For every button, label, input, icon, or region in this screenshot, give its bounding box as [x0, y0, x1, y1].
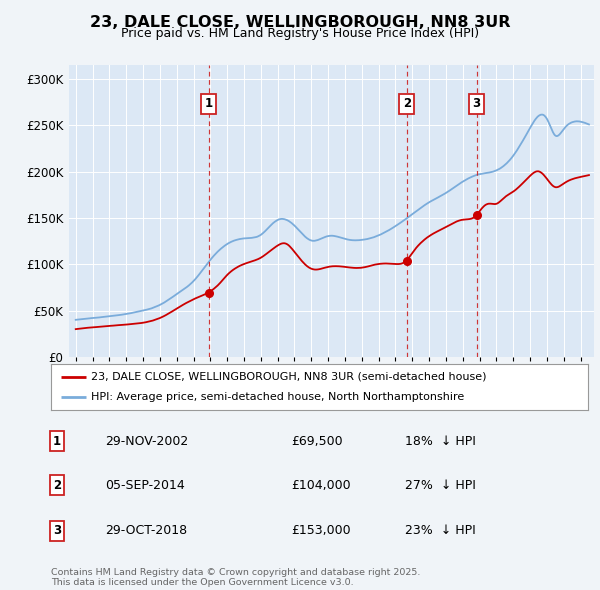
- Text: 23, DALE CLOSE, WELLINGBOROUGH, NN8 3UR: 23, DALE CLOSE, WELLINGBOROUGH, NN8 3UR: [90, 15, 510, 30]
- Text: 3: 3: [53, 524, 61, 537]
- Text: HPI: Average price, semi-detached house, North Northamptonshire: HPI: Average price, semi-detached house,…: [91, 392, 464, 402]
- Text: 1: 1: [205, 97, 213, 110]
- Text: This data is licensed under the Open Government Licence v3.0.: This data is licensed under the Open Gov…: [51, 578, 353, 587]
- Text: 27%  ↓ HPI: 27% ↓ HPI: [405, 478, 476, 492]
- Text: Contains HM Land Registry data © Crown copyright and database right 2025.: Contains HM Land Registry data © Crown c…: [51, 568, 421, 576]
- Text: 3: 3: [473, 97, 481, 110]
- Text: 18%  ↓ HPI: 18% ↓ HPI: [405, 434, 476, 448]
- Text: 29-NOV-2002: 29-NOV-2002: [105, 434, 188, 448]
- Text: 23, DALE CLOSE, WELLINGBOROUGH, NN8 3UR (semi-detached house): 23, DALE CLOSE, WELLINGBOROUGH, NN8 3UR …: [91, 372, 487, 382]
- Text: £104,000: £104,000: [291, 478, 350, 492]
- Text: £69,500: £69,500: [291, 434, 343, 448]
- Text: 23%  ↓ HPI: 23% ↓ HPI: [405, 524, 476, 537]
- Text: 2: 2: [403, 97, 411, 110]
- Text: 1: 1: [53, 434, 61, 448]
- Text: £153,000: £153,000: [291, 524, 350, 537]
- Text: 05-SEP-2014: 05-SEP-2014: [105, 478, 185, 492]
- Text: 2: 2: [53, 478, 61, 492]
- Text: Price paid vs. HM Land Registry's House Price Index (HPI): Price paid vs. HM Land Registry's House …: [121, 27, 479, 40]
- Text: 29-OCT-2018: 29-OCT-2018: [105, 524, 187, 537]
